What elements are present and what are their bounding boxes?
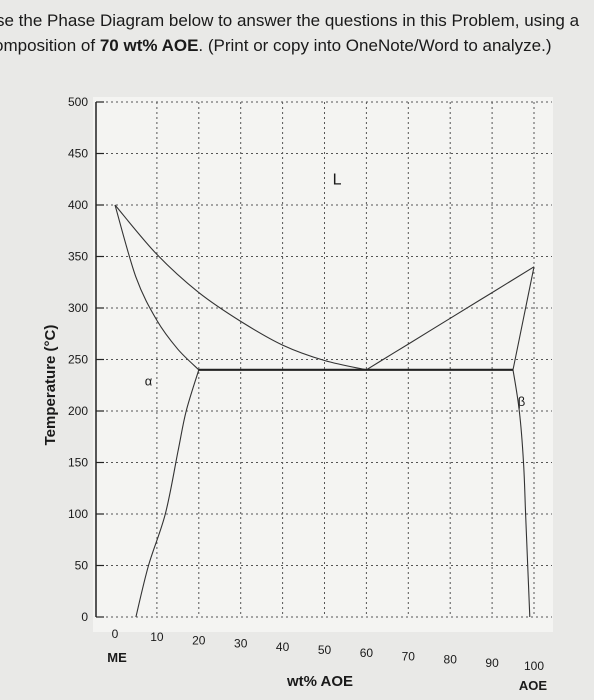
y-tick-label: 150 <box>68 456 88 470</box>
x-tick-label: 20 <box>192 633 206 647</box>
region-label: α <box>145 373 153 388</box>
x-tick-label: 60 <box>360 646 374 660</box>
y-tick-label: 0 <box>81 610 88 624</box>
instructions: se the Phase Diagram below to answer the… <box>0 8 594 58</box>
y-axis-title: Temperature (°C) <box>42 325 59 446</box>
x-tick-label: 80 <box>444 653 458 667</box>
x-tick-label: 0 <box>112 627 119 641</box>
instructions-line-1: se the Phase Diagram below to answer the… <box>0 11 580 30</box>
left-component-label: ME <box>107 650 127 665</box>
y-tick-label: 450 <box>68 147 88 161</box>
axes <box>95 101 104 618</box>
y-tick-label: 350 <box>68 250 88 264</box>
region-labels: Lα β <box>145 171 525 408</box>
region-label: β <box>518 394 525 409</box>
beta-solvus-curve <box>512 369 531 618</box>
y-tick-label: 200 <box>68 404 88 418</box>
x-tick-label: 30 <box>234 637 248 651</box>
x-tick-label: 40 <box>276 640 290 654</box>
region-label: L <box>333 171 342 188</box>
x-tick-label: 70 <box>402 649 416 663</box>
y-tick-label: 400 <box>68 198 88 212</box>
y-tick-label: 100 <box>68 507 88 521</box>
y-tick-label: 300 <box>68 301 88 315</box>
instructions-line-2-end: . (Print or copy into OneNote/Word to an… <box>198 36 552 55</box>
beta-solidus-curve <box>512 266 535 370</box>
composition-highlight: 70 wt% AOE <box>99 36 199 55</box>
y-tick-label: 250 <box>68 353 88 367</box>
x-tick-label: 100 <box>524 659 544 673</box>
y-tick-label: 500 <box>68 95 88 109</box>
y-tick-label: 50 <box>75 559 89 573</box>
beta-liquidus-curve <box>366 266 535 371</box>
right-component-label: AOE <box>519 678 548 693</box>
plot-background <box>93 97 553 632</box>
x-tick-label: 10 <box>150 630 164 644</box>
instructions-line-2-start: omposition of <box>0 36 100 55</box>
tick-labels: 0 50 100 150 200 250 300 350 400 450 500 0 10 20 30 40 5… <box>68 95 544 673</box>
alpha-solvus-curve <box>135 369 200 618</box>
x-tick-label: 90 <box>485 656 499 670</box>
x-tick-label: 50 <box>318 643 332 657</box>
alpha-liquidus-curve <box>114 204 367 371</box>
instructions-line-2: omposition of 70 wt% AOE. (Print or copy… <box>0 33 594 58</box>
x-axis-title: wt% AOE <box>286 673 353 690</box>
grid <box>96 101 552 618</box>
phase-boundaries <box>114 204 535 618</box>
alpha-solidus-curve <box>114 204 200 371</box>
